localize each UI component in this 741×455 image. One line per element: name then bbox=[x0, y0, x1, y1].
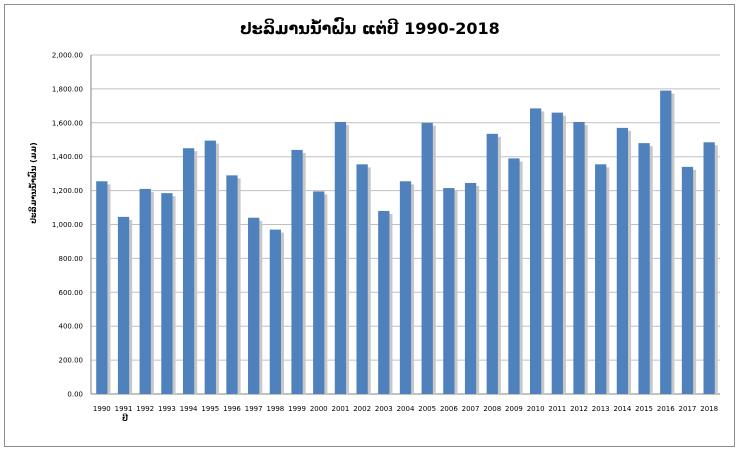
bar-2009 bbox=[508, 158, 520, 394]
bar-2016 bbox=[660, 90, 672, 394]
x-tick-label: 1994 bbox=[180, 405, 198, 413]
bar-1991 bbox=[117, 216, 130, 394]
y-tick-label: 1,600.00 bbox=[52, 119, 83, 127]
x-tick-label: 1997 bbox=[245, 405, 263, 413]
bar-2002 bbox=[356, 164, 368, 394]
bar-2014 bbox=[616, 127, 629, 394]
bar-2003 bbox=[378, 210, 390, 394]
x-tick-label: 2003 bbox=[375, 405, 393, 413]
bar-1995 bbox=[204, 140, 216, 394]
y-tick-label: 200.00 bbox=[59, 357, 84, 365]
x-tick-label: 2018 bbox=[700, 405, 718, 413]
bar-2005 bbox=[421, 122, 433, 395]
x-tick-label: 2010 bbox=[527, 405, 545, 413]
x-tick-label: 2005 bbox=[418, 405, 436, 413]
x-tick-label: 2007 bbox=[462, 405, 480, 413]
x-tick-label: 1992 bbox=[136, 405, 154, 413]
y-tick-label: 800.00 bbox=[59, 255, 84, 263]
bar-1992 bbox=[139, 188, 151, 394]
bar-1997 bbox=[248, 217, 260, 394]
x-tick-label: 2012 bbox=[570, 405, 588, 413]
x-tick-label: 2000 bbox=[310, 405, 328, 413]
bar-2018 bbox=[703, 142, 715, 394]
bar-1993 bbox=[161, 193, 173, 394]
bar-1990 bbox=[96, 181, 108, 394]
x-tick-label: 2017 bbox=[679, 405, 697, 413]
chart-frame: ປະລິມານນ້ຳຝົນ ແຕ່ປີ 1990-2018 ປະລິມານນ້ຳ… bbox=[4, 4, 735, 447]
y-tick-label: 600.00 bbox=[59, 289, 84, 297]
bar-2012 bbox=[573, 121, 585, 394]
bar-2017 bbox=[681, 166, 694, 394]
x-axis-label: ປີ bbox=[122, 412, 129, 423]
bar-1999 bbox=[291, 149, 303, 394]
y-tick-labels: 0.00 200.00 400.00 600.00 800.00 1,000.00 1,20… bbox=[52, 52, 83, 399]
bar-1996 bbox=[226, 175, 238, 394]
y-tick-label: 1,800.00 bbox=[52, 85, 83, 93]
x-tick-label: 1998 bbox=[266, 405, 284, 413]
y-tick-label: 0.00 bbox=[67, 391, 83, 399]
bar-2008 bbox=[486, 133, 498, 394]
x-tick-label: 1993 bbox=[158, 405, 176, 413]
x-tick-label: 2013 bbox=[592, 405, 610, 413]
bar-1994 bbox=[182, 148, 195, 394]
x-tick-label: 2014 bbox=[613, 405, 631, 413]
x-tick-label: 1995 bbox=[201, 405, 219, 413]
x-tick-label: 1996 bbox=[223, 405, 241, 413]
chart-title: ປະລິມານນ້ຳຝົນ ແຕ່ປີ 1990-2018 bbox=[240, 17, 500, 38]
bar-2011 bbox=[551, 112, 563, 394]
rainfall-bar-chart: ປະລິມານນ້ຳຝົນ ແຕ່ປີ 1990-2018 ປະລິມານນ້ຳ… bbox=[27, 17, 720, 423]
x-tick-label: 1990 bbox=[93, 405, 111, 413]
y-tick-label: 1,000.00 bbox=[52, 221, 83, 229]
x-tick-label: 2011 bbox=[548, 405, 566, 413]
bar-1998 bbox=[269, 229, 282, 394]
bars bbox=[96, 90, 718, 395]
x-tick-label: 2006 bbox=[440, 405, 458, 413]
bar-2015 bbox=[638, 143, 650, 394]
x-tick-label: 2001 bbox=[332, 405, 350, 413]
y-tick-label: 1,200.00 bbox=[52, 187, 83, 195]
x-tick-label: 2004 bbox=[397, 405, 415, 413]
bar-2004 bbox=[399, 181, 412, 394]
x-tick-label: 1999 bbox=[288, 405, 306, 413]
bar-2007 bbox=[464, 182, 477, 394]
x-tick-labels: 1990 1991 1992 1993 1994 1995 1996 1997 1998 1999… bbox=[93, 405, 718, 413]
bar-2010 bbox=[529, 108, 542, 394]
x-tick-label: 2015 bbox=[635, 405, 653, 413]
y-tick-label: 2,000.00 bbox=[52, 52, 83, 60]
x-tick-label: 2002 bbox=[353, 405, 371, 413]
y-axis-label: ປະລິມານນ້ຳຝົນ (ມມ) bbox=[27, 142, 38, 224]
bar-2006 bbox=[443, 188, 455, 394]
y-tick-label: 400.00 bbox=[59, 323, 84, 331]
x-tick-label: 2009 bbox=[505, 405, 523, 413]
x-tick-label: 2016 bbox=[657, 405, 675, 413]
bar-2013 bbox=[595, 164, 607, 394]
y-tick-label: 1,400.00 bbox=[52, 153, 83, 161]
x-tick-label: 1991 bbox=[115, 405, 133, 413]
bar-2000 bbox=[313, 191, 325, 394]
x-tick-label: 2008 bbox=[483, 405, 501, 413]
bar-2001 bbox=[334, 121, 347, 394]
